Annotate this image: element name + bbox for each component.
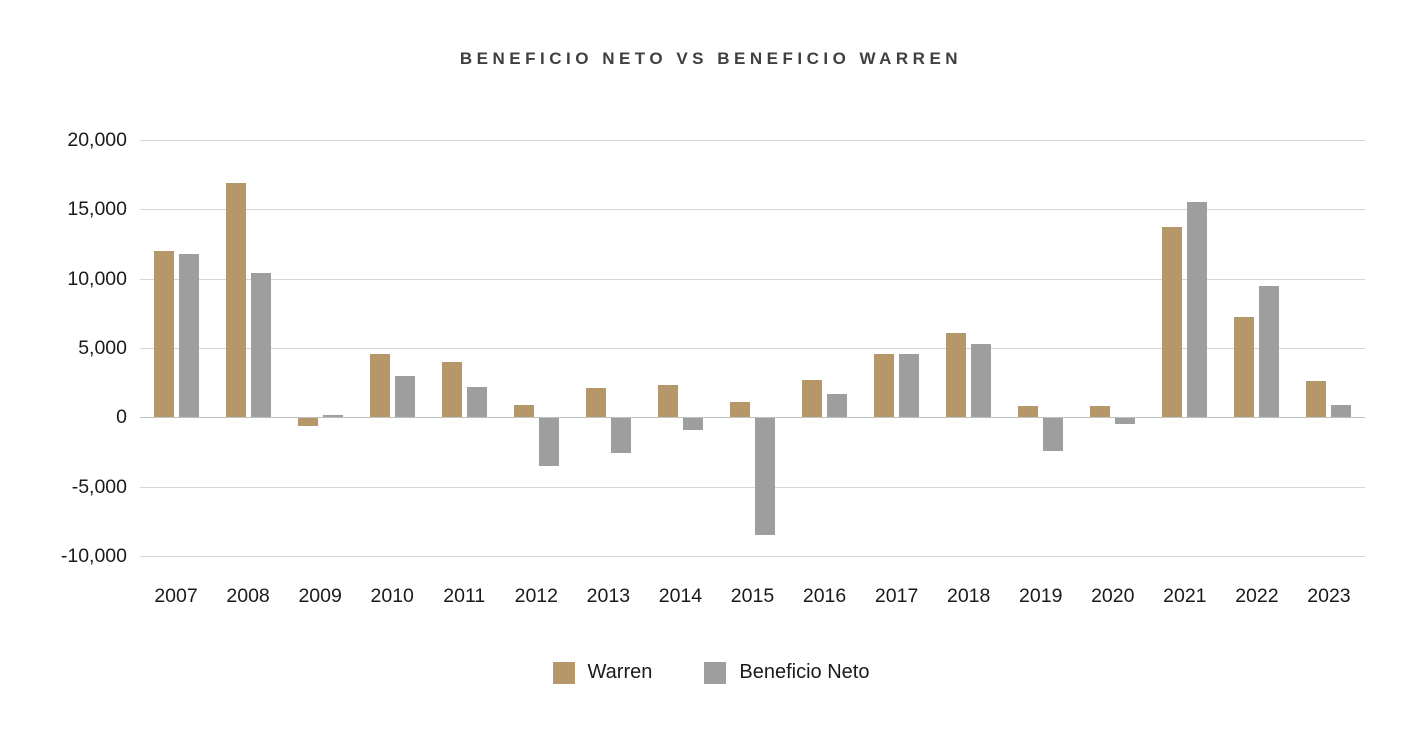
bar-beneficio-neto-2009 xyxy=(322,415,343,418)
bar-beneficio-neto-2007 xyxy=(178,253,199,418)
bar-beneficio-neto-2011 xyxy=(466,386,487,418)
bar-warren-2016 xyxy=(802,379,823,418)
x-tick-label: 2022 xyxy=(1235,585,1279,607)
bar-warren-2019 xyxy=(1018,406,1039,418)
bar-warren-2012 xyxy=(513,404,534,418)
legend-label: Warren xyxy=(587,661,653,683)
y-tick-label: -10,000 xyxy=(60,545,127,567)
bar-beneficio-neto-2022 xyxy=(1259,285,1280,418)
y-tick-label: -5,000 xyxy=(71,475,127,498)
x-tick-label: 2011 xyxy=(443,585,486,607)
legend-label: Beneficio Neto xyxy=(739,661,870,683)
bar-beneficio-neto-2008 xyxy=(250,273,271,418)
x-tick-label: 2008 xyxy=(226,585,270,607)
bar-beneficio-neto-2023 xyxy=(1331,404,1352,418)
bar-beneficio-neto-2013 xyxy=(610,417,631,454)
bar-beneficio-neto-2021 xyxy=(1187,202,1208,418)
y-tick-label: 15,000 xyxy=(67,198,127,221)
zero-axis-line xyxy=(140,417,1365,419)
bar-warren-2023 xyxy=(1306,381,1327,418)
bar-beneficio-neto-2019 xyxy=(1043,417,1064,451)
bar-beneficio-neto-2012 xyxy=(538,417,559,466)
bar-warren-2009 xyxy=(297,417,318,426)
bar-beneficio-neto-2014 xyxy=(682,417,703,430)
gridline xyxy=(140,556,1365,557)
x-tick-label: 2012 xyxy=(514,585,558,607)
gridline xyxy=(140,486,1365,488)
x-tick-label: 2017 xyxy=(874,585,919,607)
x-tick-label: 2010 xyxy=(370,585,414,607)
bar-warren-2014 xyxy=(657,385,678,418)
y-tick-label: 5,000 xyxy=(78,337,127,359)
x-tick-label: 2016 xyxy=(802,585,847,607)
legend: Warren Beneficio Neto xyxy=(0,661,1422,684)
legend-item-beneficio-neto: Beneficio Neto xyxy=(704,661,869,684)
bar-warren-2007 xyxy=(153,250,174,418)
bar-beneficio-neto-2016 xyxy=(827,393,848,418)
x-tick-label: 2021 xyxy=(1163,585,1207,607)
x-tick-label: 2013 xyxy=(586,585,631,607)
x-tick-label: 2020 xyxy=(1091,585,1135,607)
legend-swatch-icon xyxy=(704,661,727,684)
gridline xyxy=(140,140,1365,141)
bar-beneficio-neto-2017 xyxy=(899,353,920,418)
legend-swatch-icon xyxy=(552,661,575,684)
bar-warren-2010 xyxy=(369,353,390,418)
bar-warren-2013 xyxy=(585,388,606,418)
x-tick-label: 2007 xyxy=(154,585,198,607)
legend-item-warren: Warren xyxy=(552,661,653,684)
bar-warren-2018 xyxy=(946,332,967,418)
bar-warren-2008 xyxy=(225,182,246,418)
bar-beneficio-neto-2015 xyxy=(755,417,775,536)
bar-warren-2011 xyxy=(441,361,462,418)
x-tick-label: 2014 xyxy=(658,585,703,607)
y-tick-label: 0 xyxy=(116,406,127,429)
chart-title: BENEFICIO NETO VS BENEFICIO WARREN xyxy=(459,49,963,68)
bar-warren-2020 xyxy=(1090,406,1111,418)
gridline xyxy=(140,278,1365,280)
bar-beneficio-neto-2018 xyxy=(971,343,992,418)
y-tick-label: 20,000 xyxy=(67,129,127,151)
bar-warren-2021 xyxy=(1162,227,1183,418)
bar-warren-2015 xyxy=(730,402,750,418)
bar-warren-2017 xyxy=(874,353,895,418)
x-tick-label: 2023 xyxy=(1307,585,1351,607)
bar-warren-2022 xyxy=(1234,317,1255,418)
y-tick-label: 10,000 xyxy=(67,267,127,290)
gridline xyxy=(140,348,1365,349)
bar-beneficio-neto-2010 xyxy=(394,375,415,418)
bar-beneficio-neto-2020 xyxy=(1115,417,1136,425)
x-tick-label: 2019 xyxy=(1019,585,1063,607)
x-tick-label: 2015 xyxy=(730,585,775,607)
gridline xyxy=(140,209,1365,211)
x-tick-label: 2009 xyxy=(298,585,342,607)
x-tick-label: 2018 xyxy=(946,585,991,607)
